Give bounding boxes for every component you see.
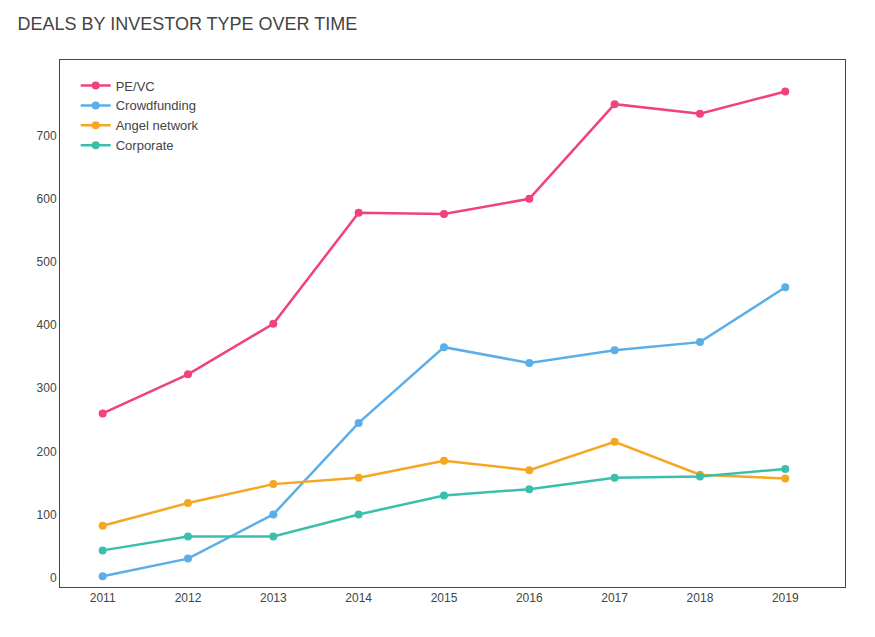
svg-text:700: 700 (37, 129, 57, 143)
svg-text:2011: 2011 (90, 591, 116, 605)
svg-text:2013: 2013 (260, 591, 287, 605)
svg-text:400: 400 (37, 318, 57, 332)
svg-text:2015: 2015 (431, 591, 458, 605)
svg-text:300: 300 (37, 381, 57, 395)
svg-text:2014: 2014 (345, 591, 372, 605)
svg-text:500: 500 (37, 255, 57, 269)
svg-text:2018: 2018 (687, 591, 714, 605)
svg-text:Angel network: Angel network (116, 118, 199, 133)
svg-text:Crowdfunding: Crowdfunding (116, 98, 196, 113)
svg-text:2016: 2016 (516, 591, 543, 605)
svg-text:2012: 2012 (175, 591, 202, 605)
svg-text:DEALS BY INVESTOR TYPE OVER TI: DEALS BY INVESTOR TYPE OVER TIME (18, 14, 358, 34)
svg-text:200: 200 (37, 445, 57, 459)
svg-text:Corporate: Corporate (116, 138, 174, 153)
svg-text:0: 0 (50, 571, 57, 585)
svg-text:2019: 2019 (772, 591, 799, 605)
svg-text:600: 600 (37, 192, 57, 206)
svg-text:2017: 2017 (601, 591, 628, 605)
svg-text:100: 100 (37, 508, 57, 522)
svg-text:PE/VC: PE/VC (116, 79, 155, 94)
